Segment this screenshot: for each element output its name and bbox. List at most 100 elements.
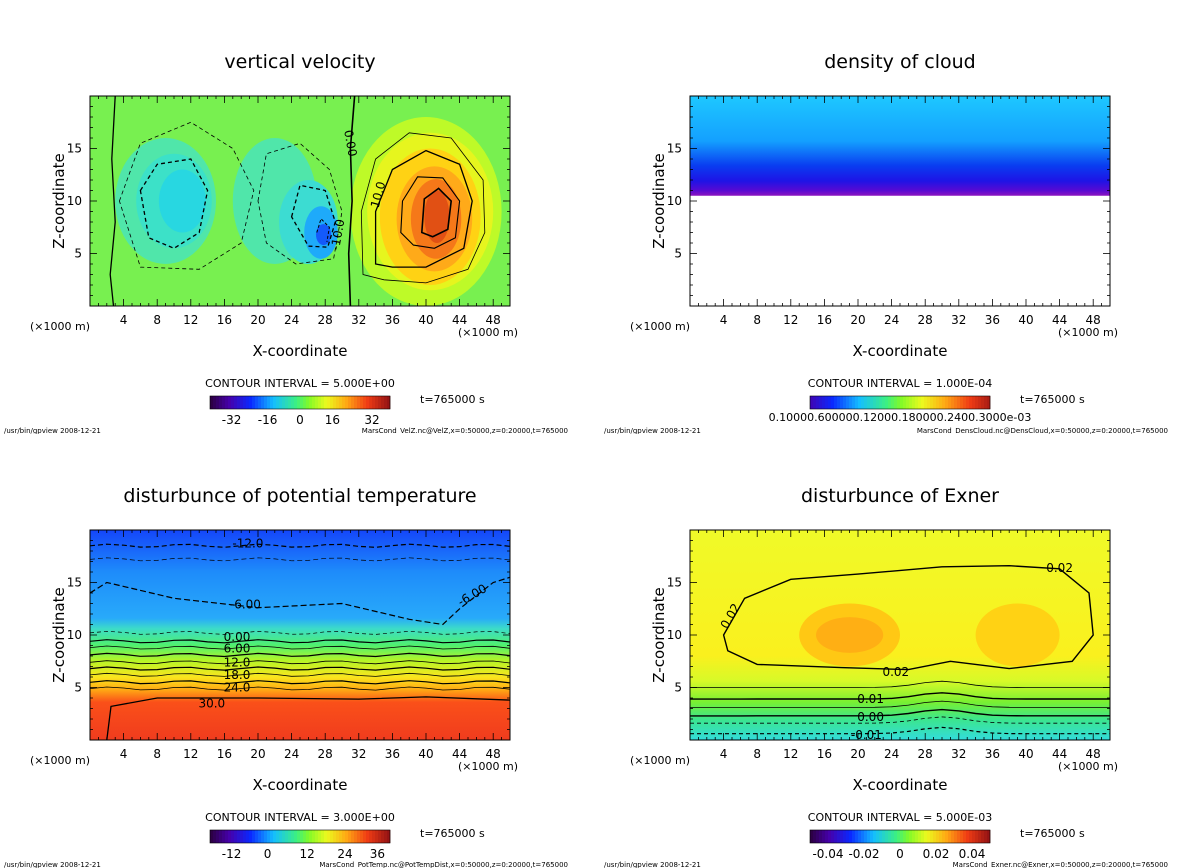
colorbar-cell: [300, 396, 304, 409]
footer-right: MarsCond_DensCloud.nc@DensCloud,x=0:5000…: [917, 427, 1168, 434]
colorbar-cell: [825, 830, 829, 843]
colorbar-cell: [291, 830, 295, 843]
colorbar-cell: [843, 830, 847, 843]
x-tick-label: 36: [985, 747, 1000, 761]
colorbar-cell: [264, 396, 268, 409]
colorbar-cell: [339, 396, 343, 409]
field-blob: [315, 224, 332, 246]
colorbar-cell: [810, 396, 814, 409]
colorbar-cell: [285, 830, 289, 843]
contour-line: [316, 217, 330, 242]
colorbar-cell: [822, 396, 826, 409]
contour-label-text: 6.00: [224, 642, 251, 656]
x-tick-label: 36: [385, 313, 400, 327]
contour-line: [90, 672, 510, 677]
colorbar-cell: [381, 396, 385, 409]
colorbar-cell: [975, 396, 979, 409]
colorbar-cell: [306, 830, 310, 843]
colorbar-cell: [228, 830, 232, 843]
x-tick-label: 24: [284, 747, 299, 761]
colorbar-cell: [288, 396, 292, 409]
time-stamp: t=765000 s: [1020, 393, 1085, 406]
x-axis-label: X-coordinate: [253, 342, 348, 360]
colorbar-cell: [213, 830, 217, 843]
contour-label: 0.02: [882, 665, 909, 679]
colorbar-cell: [345, 396, 349, 409]
contour-line: [90, 576, 510, 626]
colorbar-cell: [258, 396, 262, 409]
colorbar-cell: [255, 830, 259, 843]
x-axis-label: X-coordinate: [853, 776, 948, 794]
contour-line: [290, 184, 336, 248]
colorbar-cell: [864, 396, 868, 409]
colorbar-cell: [864, 830, 868, 843]
contour-line: [257, 142, 343, 265]
y-axis-label: Z-coordinate: [650, 587, 668, 682]
x-unit-label-left: (×1000 m): [30, 754, 90, 767]
colorbar-cell: [909, 396, 913, 409]
colorbar-cell: [345, 830, 349, 843]
colorbar-cell: [261, 830, 265, 843]
colorbar-cell: [333, 396, 337, 409]
colorbar-cell: [840, 830, 844, 843]
contour-label-text: 0.01: [857, 692, 884, 706]
x-tick-label: 12: [183, 313, 198, 327]
x-tick-label: 28: [918, 313, 933, 327]
footer-left: /usr/bin/gpview 2008-12-21: [4, 427, 101, 434]
contour-line: [374, 149, 473, 268]
colorbar-cell: [222, 396, 226, 409]
colorbar-cell: [882, 830, 886, 843]
y-tick-label: 5: [74, 247, 82, 261]
colorbar-cell: [870, 830, 874, 843]
x-tick-label: 32: [951, 313, 966, 327]
colorbar-cell: [363, 396, 367, 409]
contour-label: 12.0: [224, 655, 251, 669]
colorbar-cell: [876, 830, 880, 843]
contour-line: [90, 660, 510, 665]
colorbar-cell: [363, 830, 367, 843]
colorbar-cell: [915, 396, 919, 409]
colorbar-cell: [351, 396, 355, 409]
colorbar-cell: [228, 396, 232, 409]
colorbar-cell: [828, 396, 832, 409]
colorbar-cell: [897, 396, 901, 409]
colorbar-cell: [837, 830, 841, 843]
colorbar-cell: [891, 396, 895, 409]
time-stamp: t=765000 s: [420, 393, 485, 406]
colorbar-cell: [354, 396, 358, 409]
colorbar-cell: [939, 830, 943, 843]
colorbar-cell: [252, 396, 256, 409]
colorbar-cell: [267, 830, 271, 843]
colorbar: [809, 395, 991, 410]
colorbar-cell: [873, 396, 877, 409]
contour-label: 30.0: [198, 696, 225, 710]
colorbar-cell: [360, 396, 364, 409]
colorbar-cell: [336, 396, 340, 409]
colorbar-cell: [375, 830, 379, 843]
colorbar-cell: [327, 396, 331, 409]
contour-label: 10.0: [368, 180, 388, 209]
colorbar-cell: [279, 830, 283, 843]
colorbar-cell: [909, 830, 913, 843]
colorbar-cell: [324, 830, 328, 843]
colorbar-cell: [381, 830, 385, 843]
x-tick-label: 40: [1018, 313, 1033, 327]
colorbar-cell: [294, 830, 298, 843]
y-tick-label: 5: [674, 681, 682, 695]
colorbar-cell: [894, 830, 898, 843]
x-tick-label: 4: [120, 747, 128, 761]
colorbar-cell: [372, 830, 376, 843]
x-tick-label: 20: [850, 747, 865, 761]
colorbar-cell: [303, 396, 307, 409]
colorbar-cell: [840, 396, 844, 409]
colorbar-cell: [885, 396, 889, 409]
contour-label: 0.00: [857, 710, 884, 724]
footer-left: /usr/bin/gpview 2008-12-21: [604, 861, 701, 868]
colorbar-cell: [978, 830, 982, 843]
field-blob: [816, 617, 884, 653]
colorbar-tick-label: -0.04: [812, 847, 843, 861]
y-tick-label: 10: [67, 194, 82, 208]
contour-line: [360, 132, 486, 284]
field-blob: [424, 190, 450, 243]
